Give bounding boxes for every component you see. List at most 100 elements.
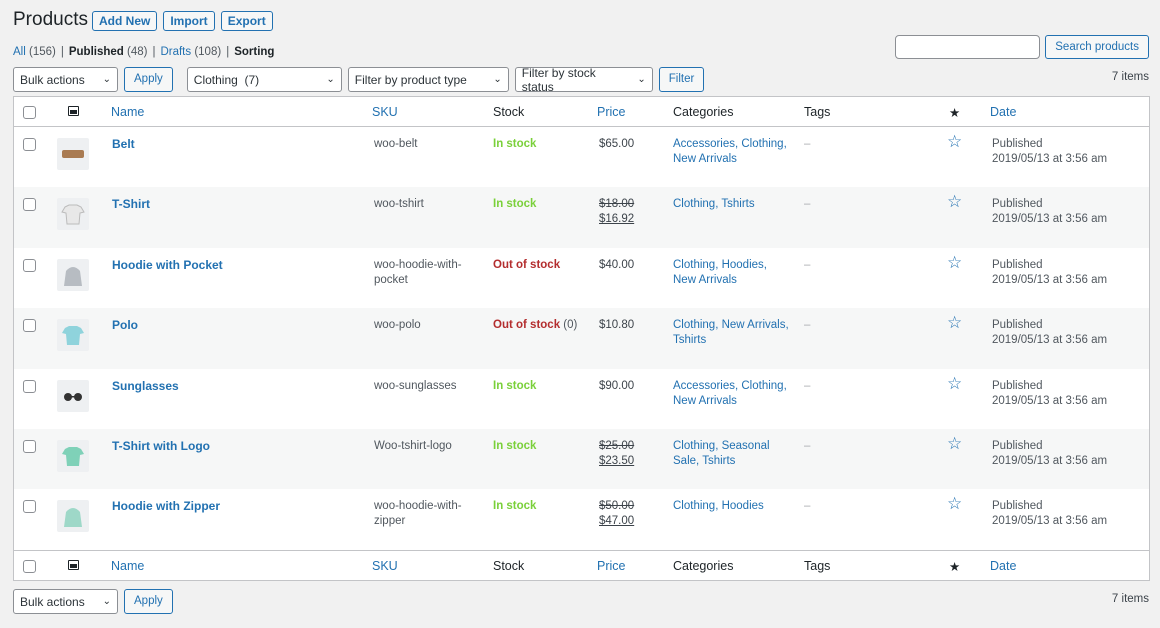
product-name-link[interactable]: Hoodie with Pocket — [112, 257, 223, 272]
product-price: $65.00 — [599, 137, 634, 152]
row-checkbox[interactable] — [23, 138, 36, 151]
column-date-footer[interactable]: Date — [990, 558, 1017, 573]
row-checkbox[interactable] — [23, 319, 36, 333]
product-thumbnail[interactable] — [57, 439, 89, 472]
items-count-bottom: 7 items — [1111, 593, 1149, 605]
row-checkbox[interactable] — [23, 500, 36, 514]
column-sku-footer[interactable]: SKU — [372, 558, 398, 573]
stock-status-filter-select[interactable]: Filter by stock status ⌄ — [514, 66, 653, 94]
product-name-link[interactable]: Hoodie with Zipper — [112, 499, 220, 514]
search-input[interactable] — [895, 35, 1041, 59]
product-sku: woo-sunglasses — [374, 379, 457, 392]
table-row: T-Shirt with Logo Woo-tshirt-logo In stock… — [14, 428, 1149, 490]
star-outline-icon[interactable]: ☆ — [947, 494, 963, 514]
product-categories[interactable]: Clothing, Hoodies, New Arrivals — [673, 258, 767, 286]
product-date: Published 2019/05/13 at 3:56 am — [992, 258, 1108, 286]
chevron-down-icon: ⌄ — [102, 74, 111, 85]
product-categories[interactable]: Clothing, Seasonal Sale, Tshirts — [673, 439, 770, 467]
star-outline-icon[interactable]: ☆ — [947, 192, 963, 212]
product-type-filter-select[interactable]: Filter by product type ⌄ — [347, 67, 509, 92]
table-row: T-Shirt woo-tshirt In stock $18.00 $16.92 Cl… — [14, 187, 1149, 248]
product-date: Published 2019/05/13 at 3:56 am — [992, 319, 1108, 347]
select-all-checkbox-footer[interactable] — [23, 559, 36, 573]
select-all-checkbox[interactable] — [23, 106, 36, 119]
bulk-actions-select[interactable]: Bulk actions ⌄ — [13, 67, 118, 92]
table-footer: Name SKU Stock Price Categories Tags ★ D… — [14, 549, 1149, 580]
apply-button-bottom[interactable]: Apply — [124, 589, 173, 614]
product-name-link[interactable]: Sunglasses — [112, 378, 179, 393]
product-price: $90.00 — [599, 379, 634, 394]
product-name-link[interactable]: T-Shirt — [112, 197, 150, 212]
table-header: Name SKU Stock Price Categories Tags ★ D… — [14, 97, 1149, 127]
stock-status: In stock — [493, 379, 537, 392]
column-featured-footer[interactable]: ★ — [949, 559, 961, 574]
product-categories[interactable]: Accessories, Clothing, New Arrivals — [673, 379, 787, 407]
chevron-down-icon: ⌄ — [637, 74, 646, 85]
table-row: Hoodie with Pocket woo-hoodie-with-pocket… — [14, 248, 1149, 308]
star-outline-icon[interactable]: ☆ — [947, 433, 963, 453]
apply-button[interactable]: Apply — [124, 67, 173, 92]
export-button[interactable]: Export — [220, 11, 273, 31]
regular-price: $40.00 — [599, 258, 635, 271]
product-sku: woo-hoodie-with-pocket — [374, 258, 462, 286]
star-outline-icon[interactable]: ☆ — [947, 313, 963, 333]
stock-status: Out of stock — [493, 258, 561, 271]
regular-price: $65.00 — [599, 138, 635, 150]
image-icon — [68, 106, 79, 116]
column-name[interactable]: Name — [111, 105, 145, 119]
filter-button[interactable]: Filter — [658, 67, 705, 92]
product-date: Published 2019/05/13 at 3:56 am — [992, 500, 1108, 528]
product-categories[interactable]: Accessories, Clothing, New Arrivals — [673, 138, 787, 165]
view-published[interactable]: Published (48) — [68, 46, 148, 58]
column-price[interactable]: Price — [597, 105, 626, 119]
product-tags: – — [804, 138, 811, 150]
product-categories[interactable]: Clothing, New Arrivals, Tshirts — [673, 319, 789, 347]
regular-price: $50.00 — [599, 500, 635, 513]
view-all[interactable]: All (156) — [13, 46, 56, 58]
add-new-button[interactable]: Add New — [92, 11, 158, 31]
row-checkbox[interactable] — [23, 379, 36, 393]
table-body: Belt woo-belt In stock $65.00 Accessories, … — [14, 127, 1149, 550]
import-button[interactable]: Import — [163, 11, 215, 31]
product-date: Published 2019/05/13 at 3:56 am — [992, 379, 1108, 407]
product-name-link[interactable]: Belt — [112, 137, 135, 151]
product-tags: – — [804, 379, 811, 392]
row-checkbox[interactable] — [23, 198, 36, 212]
product-thumbnail[interactable] — [57, 319, 89, 352]
product-categories[interactable]: Clothing, Hoodies — [673, 500, 764, 513]
product-tags: – — [804, 198, 811, 211]
category-filter-select[interactable]: Clothing (7) ⌄ — [186, 67, 342, 92]
product-price: $18.00 $16.92 — [599, 197, 634, 227]
regular-price: $18.00 — [599, 198, 635, 211]
column-price-footer[interactable]: Price — [597, 558, 626, 573]
column-date[interactable]: Date — [990, 105, 1017, 119]
search-products-button[interactable]: Search products — [1045, 35, 1149, 59]
view-sorting[interactable]: Sorting — [234, 46, 275, 58]
star-outline-icon[interactable]: ☆ — [947, 252, 963, 272]
star-outline-icon[interactable]: ☆ — [947, 373, 963, 393]
product-sku: woo-tshirt — [374, 198, 424, 211]
star-outline-icon[interactable]: ☆ — [947, 132, 963, 151]
product-categories[interactable]: Clothing, Tshirts — [673, 198, 755, 211]
column-featured[interactable]: ★ — [949, 106, 961, 120]
product-thumbnail[interactable] — [57, 379, 89, 412]
row-checkbox[interactable] — [23, 258, 36, 272]
chevron-down-icon: ⌄ — [102, 596, 111, 607]
search-box: Search products — [895, 35, 1149, 59]
page-title: Products — [13, 9, 88, 30]
column-sku[interactable]: SKU — [372, 105, 398, 119]
product-thumbnail[interactable] — [57, 258, 89, 291]
product-sku: woo-hoodie-with-zipper — [374, 500, 462, 528]
bulk-actions-select-bottom[interactable]: Bulk actions ⌄ — [13, 589, 118, 614]
product-tags: – — [804, 439, 811, 452]
product-name-link[interactable]: T-Shirt with Logo — [112, 438, 210, 453]
product-thumbnail[interactable] — [57, 138, 89, 170]
product-name-link[interactable]: Polo — [112, 318, 138, 333]
column-name-footer[interactable]: Name — [111, 558, 145, 573]
product-date: Published 2019/05/13 at 3:56 am — [992, 138, 1108, 165]
view-drafts[interactable]: Drafts (108) — [160, 46, 222, 58]
product-thumbnail[interactable] — [57, 500, 89, 533]
product-thumbnail[interactable] — [57, 198, 89, 231]
row-checkbox[interactable] — [23, 439, 36, 453]
stock-status: In stock — [493, 198, 537, 211]
